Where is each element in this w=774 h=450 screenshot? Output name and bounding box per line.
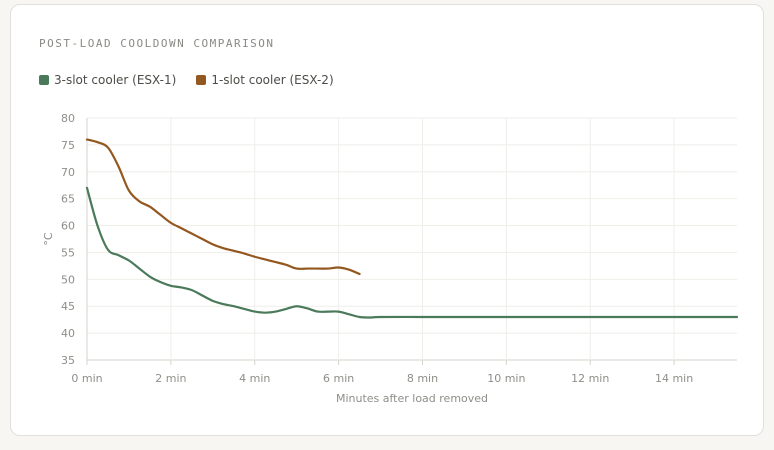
x-tick-label: 2 min [155, 372, 186, 385]
x-tick-label: 12 min [571, 372, 609, 385]
x-tick-label: 8 min [407, 372, 438, 385]
legend: 3-slot cooler (ESX-1) 1-slot cooler (ESX… [39, 73, 334, 87]
chart-title: POST-LOAD COOLDOWN COMPARISON [39, 37, 275, 50]
y-tick-label: 75 [61, 139, 75, 152]
y-tick-label: 45 [61, 300, 75, 313]
legend-item-3-slot[interactable]: 3-slot cooler (ESX-1) [39, 73, 176, 87]
legend-label-1-slot: 1-slot cooler (ESX-2) [211, 73, 334, 87]
x-tick-label: 10 min [487, 372, 525, 385]
y-tick-label: 60 [61, 220, 75, 233]
x-tick-label: 14 min [655, 372, 693, 385]
x-tick-label: 4 min [239, 372, 270, 385]
x-tick-label: 0 min [71, 372, 102, 385]
y-tick-label: 35 [61, 354, 75, 367]
y-tick-label: 70 [61, 166, 75, 179]
y-tick-label: 65 [61, 193, 75, 206]
legend-swatch-3-slot [39, 75, 49, 85]
y-tick-label: 40 [61, 327, 75, 340]
chart-card: POST-LOAD COOLDOWN COMPARISON 3-slot coo… [10, 4, 764, 436]
y-tick-label: 50 [61, 273, 75, 286]
x-tick-label: 6 min [323, 372, 354, 385]
legend-swatch-1-slot [196, 75, 207, 85]
legend-label-3-slot: 3-slot cooler (ESX-1) [54, 73, 177, 87]
series-line-3-slot [85, 186, 739, 319]
y-tick-label: 55 [61, 246, 75, 259]
y-axis-label: °C [42, 232, 55, 246]
y-tick-label: 80 [61, 112, 75, 125]
legend-item-1-slot[interactable]: 1-slot cooler (ESX-2) [196, 73, 334, 87]
x-axis-label: Minutes after load removed [336, 392, 488, 405]
series-line-1-slot [85, 138, 361, 276]
